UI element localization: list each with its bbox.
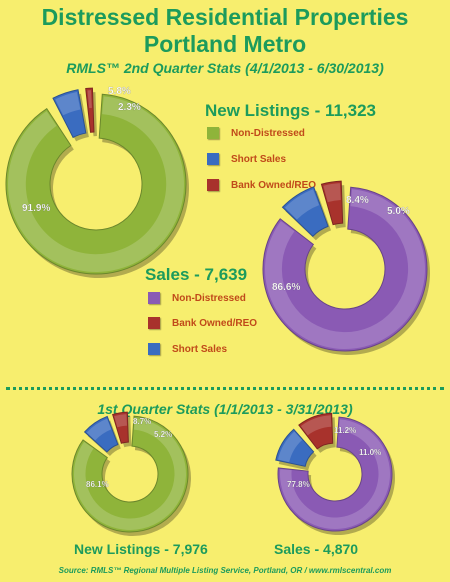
donut-slice [52, 89, 87, 139]
slice-label: 8.4% [346, 195, 369, 206]
slice-highlight [284, 189, 320, 220]
slice-label: 8.7% [133, 417, 151, 426]
slice-label: 77.8% [287, 480, 310, 489]
legend-item: Non-Distressed [148, 292, 246, 304]
donut-slice [298, 412, 334, 450]
slice-label: 5.2% [154, 430, 172, 439]
donut-slice [83, 415, 119, 453]
q2-period-label: RMLS™ 2nd Quarter Stats (4/1/2013 - 6/30… [66, 60, 384, 76]
legend-item: Short Sales [207, 153, 286, 165]
donut-chart: 86.6% 8.4% 5.0% [262, 180, 430, 355]
slice-label: 5.8% [108, 86, 131, 97]
chart-subtitle: Portland Metro [143, 31, 307, 57]
source-note: Source: RMLS™ Regional Multiple Listing … [58, 566, 392, 575]
slice-highlight [114, 414, 128, 428]
legend-label: Bank Owned/REO [231, 179, 317, 191]
donut-slice [262, 186, 428, 352]
legend-swatch [148, 343, 160, 355]
new-listings-title: New Listings - 11,323 [205, 101, 377, 120]
donut-slice [112, 411, 129, 444]
legend-label: Bank Owned/REO [172, 317, 258, 329]
donut-slice [275, 428, 315, 467]
slice-highlight [86, 418, 112, 441]
donut-slice [277, 416, 393, 532]
legend-label: Non-Distressed [172, 292, 246, 304]
slice-label: 11.2% [334, 426, 356, 435]
legend-swatch [207, 127, 219, 139]
donut-slice [320, 180, 344, 226]
legend-item: Bank Owned/REO [148, 317, 257, 329]
legend-item: Bank Owned/REO [207, 179, 316, 191]
legend-label: Short Sales [231, 153, 287, 165]
legend-swatch [148, 317, 160, 329]
slice-highlight [87, 90, 92, 109]
donut-chart: 86.1% 8.7%5.2% [71, 411, 191, 537]
donut-slice [281, 186, 329, 238]
slice-highlight [323, 183, 341, 203]
slice-label: 91.9% [22, 203, 50, 214]
legend-swatch [148, 292, 160, 304]
slice-label: 11.0% [359, 448, 381, 457]
slice-label: 86.6% [272, 282, 300, 293]
legend-item: Short Sales [148, 343, 227, 355]
donut-chart: 91.9% 5.8% 2.3% [5, 86, 190, 278]
donut-slice [5, 93, 187, 275]
donut-slice [85, 87, 95, 133]
slice-highlight [300, 415, 332, 436]
slice-label: 2.3% [118, 102, 141, 113]
legend-label: Non-Distressed [231, 127, 305, 139]
slice-highlight [277, 431, 303, 463]
q1-new-listings-title: New Listings - 7,976 [74, 541, 208, 557]
section-divider [6, 387, 444, 390]
slice-highlight [55, 92, 81, 116]
legend-item: Non-Distressed [207, 127, 305, 139]
legend-label: Short Sales [172, 343, 228, 355]
q1-period-label: 1st Quarter Stats (1/1/2013 - 3/31/2013) [97, 401, 353, 417]
legend-swatch [207, 153, 219, 165]
q1-sales-title: Sales - 4,870 [274, 541, 359, 557]
donut-slice [71, 415, 189, 533]
sales-title: Sales - 7,639 [145, 265, 248, 284]
slice-label: 86.1% [86, 480, 109, 489]
legend-swatch [207, 179, 219, 191]
slice-label: 5.0% [387, 206, 410, 217]
donut-chart: 77.8% 11.2% 11.0% [275, 412, 395, 535]
chart-title: Distressed Residential Properties [41, 4, 409, 30]
